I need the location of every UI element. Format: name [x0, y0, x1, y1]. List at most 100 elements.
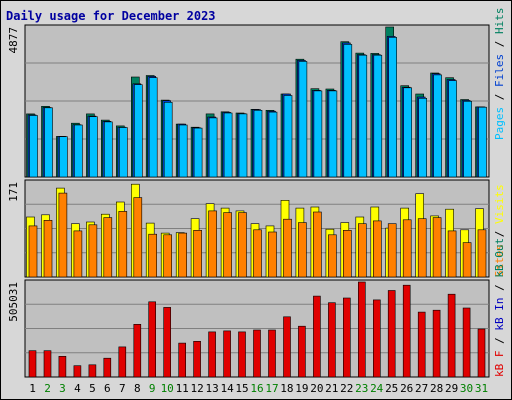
bar-kb-f-day-26 — [402, 284, 411, 378]
x-tick-label: 19 — [295, 382, 308, 395]
x-tick-label: 15 — [235, 382, 248, 395]
x-tick-label: 23 — [355, 382, 368, 395]
legend: Pages / Files / Hits — [493, 8, 506, 141]
bar-kb-f-day-19 — [298, 325, 306, 378]
axis-max-label: 505031 — [7, 282, 20, 322]
bar-kb-f-day-30 — [462, 307, 471, 378]
bar-sites-day-25 — [387, 223, 397, 278]
bar-sites-day-23 — [357, 223, 367, 278]
x-tick-label: 30 — [460, 382, 473, 395]
legend-separator: / — [493, 331, 506, 351]
bar-kb-f-day-29 — [447, 293, 456, 378]
bar-kb-f-day-15 — [238, 331, 246, 378]
bar-pages-day-12 — [193, 127, 203, 178]
bar-pages-day-1 — [29, 115, 38, 178]
bar-sites-day-19 — [298, 222, 307, 278]
bar-sites-day-12 — [193, 230, 202, 278]
bar-sites-day-18 — [283, 218, 292, 278]
x-tick-label: 16 — [250, 382, 263, 395]
bar-pages-day-2 — [44, 107, 53, 178]
bar-kb-f-day-27 — [417, 311, 426, 378]
bar-sites-day-9 — [148, 233, 157, 278]
bar-kb-f-day-11 — [178, 342, 186, 378]
legend-entry: Sites — [493, 244, 506, 277]
bar-sites-day-2 — [43, 220, 53, 278]
bar-pages-day-13 — [208, 117, 218, 178]
x-tick-label: 6 — [104, 382, 111, 395]
bar-sites-day-10 — [163, 234, 172, 278]
bar-pages-day-23 — [358, 54, 368, 178]
bar-kb-f-day-3 — [58, 355, 67, 378]
bar-kb-f-day-10 — [163, 307, 171, 378]
x-tick-label: 20 — [310, 382, 323, 395]
axis-max-label: 171 — [7, 182, 20, 202]
x-tick-label: 22 — [340, 382, 353, 395]
bar-pages-day-16 — [253, 110, 263, 178]
bar-kb-f-day-1 — [28, 350, 37, 378]
x-tick-label: 13 — [205, 382, 218, 395]
bar-sites-day-7 — [118, 211, 128, 278]
x-tick-label: 4 — [74, 382, 81, 395]
legend-entry: Visits — [493, 184, 506, 224]
bar-sites-day-5 — [88, 224, 98, 278]
panel-3: 505031 — [7, 279, 490, 378]
x-tick-label: 31 — [475, 382, 488, 395]
bar-kb-f-day-4 — [73, 365, 82, 378]
bar-kb-f-day-24 — [372, 299, 381, 378]
bar-sites-day-28 — [432, 217, 442, 278]
bar-kb-f-day-31 — [477, 328, 486, 378]
bar-sites-day-22 — [342, 230, 352, 278]
chart-title: Daily usage for December 2023 — [6, 9, 216, 23]
x-tick-label: 28 — [430, 382, 443, 395]
x-tick-label: 10 — [161, 382, 174, 395]
bar-sites-day-21 — [328, 234, 337, 278]
bar-pages-day-22 — [343, 44, 353, 178]
legend-entry: kB In — [493, 298, 506, 331]
bar-kb-f-day-6 — [103, 357, 112, 378]
legend-entry: kB F — [493, 351, 506, 378]
x-tick-label: 2 — [44, 382, 51, 395]
bar-sites-day-15 — [238, 212, 247, 278]
bar-sites-day-24 — [372, 220, 382, 278]
bar-kb-f-day-5 — [88, 364, 97, 378]
bar-kb-f-day-18 — [283, 316, 291, 378]
bar-kb-f-day-12 — [193, 340, 201, 378]
x-tick-label: 18 — [280, 382, 293, 395]
bar-kb-f-day-20 — [313, 295, 321, 378]
bar-sites-day-30 — [462, 242, 472, 278]
x-tick-label: 29 — [445, 382, 458, 395]
x-tick-label: 7 — [119, 382, 126, 395]
x-tick-label: 12 — [190, 382, 203, 395]
bar-sites-day-6 — [103, 217, 113, 278]
x-tick-label: 11 — [176, 382, 189, 395]
bar-pages-day-18 — [283, 95, 293, 178]
bar-kb-f-day-2 — [43, 350, 52, 378]
bar-pages-day-25 — [388, 37, 398, 178]
legend: Sites / Visits — [493, 184, 506, 277]
bar-sites-day-4 — [73, 230, 83, 278]
legend-separator: / — [493, 34, 506, 54]
bar-pages-day-27 — [418, 98, 428, 178]
x-tick-label: 5 — [89, 382, 96, 395]
bar-sites-day-1 — [28, 225, 38, 278]
bar-pages-day-3 — [59, 136, 68, 178]
bar-sites-day-16 — [253, 229, 262, 278]
bar-kb-f-day-17 — [268, 329, 276, 378]
bar-pages-day-7 — [119, 127, 128, 178]
legend-separator: / — [493, 278, 506, 298]
bar-pages-day-14 — [223, 112, 233, 178]
bar-sites-day-31 — [477, 229, 487, 278]
bar-kb-f-day-13 — [208, 331, 216, 378]
x-tick-label: 3 — [59, 382, 66, 395]
bar-pages-day-20 — [313, 90, 323, 178]
bar-kb-f-day-21 — [328, 302, 336, 378]
bar-kb-f-day-22 — [342, 297, 351, 378]
bar-sites-day-29 — [447, 230, 457, 278]
bar-pages-day-24 — [373, 54, 383, 178]
bar-pages-day-11 — [178, 124, 188, 178]
bar-sites-day-17 — [268, 231, 277, 278]
bar-pages-day-21 — [328, 90, 338, 178]
x-tick-label: 25 — [385, 382, 398, 395]
bar-pages-day-31 — [478, 106, 487, 178]
